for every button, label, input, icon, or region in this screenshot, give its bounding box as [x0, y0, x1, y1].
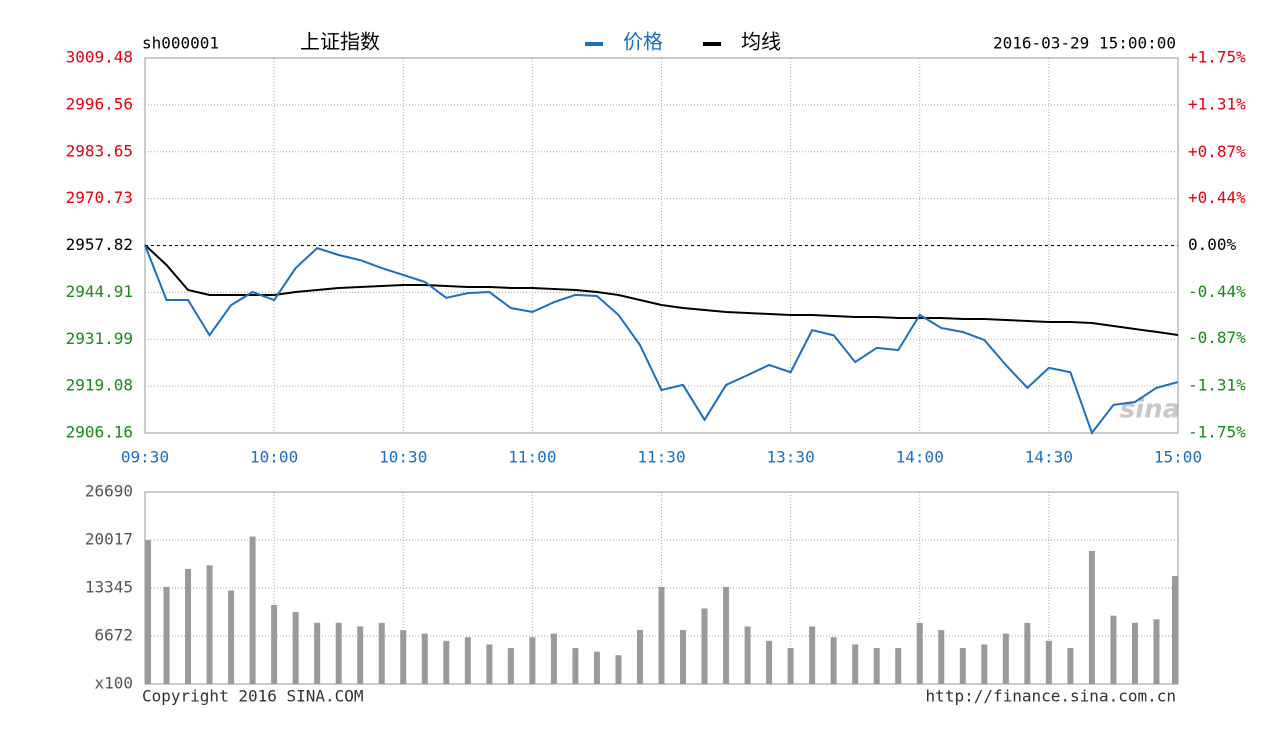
- volume-bar: [1153, 619, 1160, 684]
- y-tick-label: 2944.91: [66, 282, 133, 301]
- volume-bar: [145, 540, 151, 684]
- volume-bar: [701, 608, 708, 684]
- y-tick-label: 2983.65: [66, 141, 133, 160]
- y2-tick-label: -1.75%: [1188, 423, 1246, 442]
- series-line: [144, 244, 1179, 435]
- volume-bar: [1172, 576, 1178, 684]
- y2-tick-label: -0.44%: [1188, 282, 1246, 301]
- volume-bar: [486, 644, 493, 684]
- volume-bar: [421, 633, 428, 684]
- volume-bar: [766, 640, 773, 684]
- volume-bar: [185, 568, 192, 684]
- watermark: sina: [1120, 395, 1180, 425]
- volume-bar: [335, 622, 342, 684]
- volume-bar: [658, 586, 665, 684]
- legend-label: 价格: [623, 30, 663, 54]
- volume-bar: [1045, 640, 1052, 684]
- x-tick-label: 10:30: [379, 448, 427, 467]
- y-tick-label: 2919.08: [66, 376, 133, 395]
- volume-bar: [507, 648, 514, 684]
- x-tick-label: 13:30: [767, 448, 815, 467]
- x-tick-label: 10:00: [250, 448, 298, 467]
- x-tick-label: 09:30: [121, 448, 169, 467]
- volume-bar: [1024, 622, 1031, 684]
- y-tick-label: 6672: [94, 626, 133, 645]
- volume-bar: [873, 648, 880, 684]
- source-url: http://finance.sina.com.cn: [926, 687, 1176, 706]
- volume-bar: [464, 637, 471, 684]
- volume-bar: [357, 626, 364, 684]
- y-tick-label: 13345: [85, 578, 133, 597]
- copyright: Copyright 2016 SINA.COM: [142, 687, 364, 706]
- legend-label: 均线: [741, 30, 781, 54]
- y-tick-label: 2996.56: [66, 94, 133, 113]
- y2-tick-label: +1.75%: [1188, 48, 1246, 67]
- volume-bar: [723, 586, 730, 684]
- volume-bar: [378, 622, 385, 684]
- y2-tick-label: +1.31%: [1188, 95, 1246, 114]
- volume-bar: [959, 648, 966, 684]
- volume-bar: [572, 648, 579, 684]
- volume-bar: [228, 590, 235, 684]
- volume-bar: [1088, 550, 1095, 684]
- volume-bar: [1002, 633, 1009, 684]
- volume-bar: [400, 630, 407, 684]
- y-tick-label: 2906.16: [66, 423, 133, 442]
- volume-bar: [1131, 622, 1138, 684]
- volume-bar: [938, 630, 945, 684]
- volume-bar: [292, 612, 299, 684]
- volume-bar: [1067, 648, 1074, 684]
- volume-bar: [981, 644, 988, 684]
- x-tick-label: 15:00: [1154, 448, 1202, 467]
- y-tick-label: 2957.82: [66, 235, 133, 254]
- y-tick-label: 26690: [85, 482, 133, 501]
- volume-bar: [916, 622, 923, 684]
- plot-frame: [144, 491, 1179, 685]
- x-tick-label: 11:00: [508, 448, 556, 467]
- volume-bar: [271, 604, 278, 684]
- y-tick-label: 3009.48: [66, 48, 133, 67]
- x-tick-label: 14:30: [1025, 448, 1073, 467]
- volume-bar: [809, 626, 816, 684]
- chart-title: 上证指数: [300, 30, 380, 54]
- volume-bar: [895, 648, 902, 684]
- volume-bar: [680, 630, 687, 684]
- volume-bar: [615, 655, 622, 684]
- series-line: [144, 244, 1179, 336]
- y2-tick-label: +0.44%: [1188, 188, 1246, 207]
- volume-bar: [636, 630, 643, 684]
- volume-bar: [550, 633, 557, 684]
- y-tick-label: 2970.73: [66, 188, 133, 207]
- volume-bar: [249, 536, 256, 684]
- volume-bar: [787, 648, 794, 684]
- y2-tick-label: +0.87%: [1188, 142, 1246, 161]
- volume-bar: [314, 622, 321, 684]
- volume-bar: [744, 626, 751, 684]
- y-tick-label: x100: [94, 674, 133, 693]
- volume-bar: [830, 637, 837, 684]
- volume-bar: [852, 644, 859, 684]
- y2-tick-label: -1.31%: [1188, 375, 1246, 394]
- volume-bar: [443, 640, 450, 684]
- volume-bar: [1110, 615, 1117, 684]
- volume-bar: [593, 651, 600, 684]
- volume-bar: [206, 565, 213, 684]
- volume-bar: [163, 586, 170, 684]
- x-tick-label: 14:00: [896, 448, 944, 467]
- y-tick-label: 2931.99: [66, 329, 133, 348]
- x-tick-label: 11:30: [637, 448, 685, 467]
- y2-tick-label: -0.87%: [1188, 328, 1246, 347]
- timestamp: 2016-03-29 15:00:00: [993, 34, 1176, 53]
- y2-tick-label: 0.00%: [1188, 235, 1237, 254]
- stock-code: sh000001: [142, 34, 219, 53]
- volume-bar: [529, 637, 536, 684]
- y-tick-label: 20017: [85, 530, 133, 549]
